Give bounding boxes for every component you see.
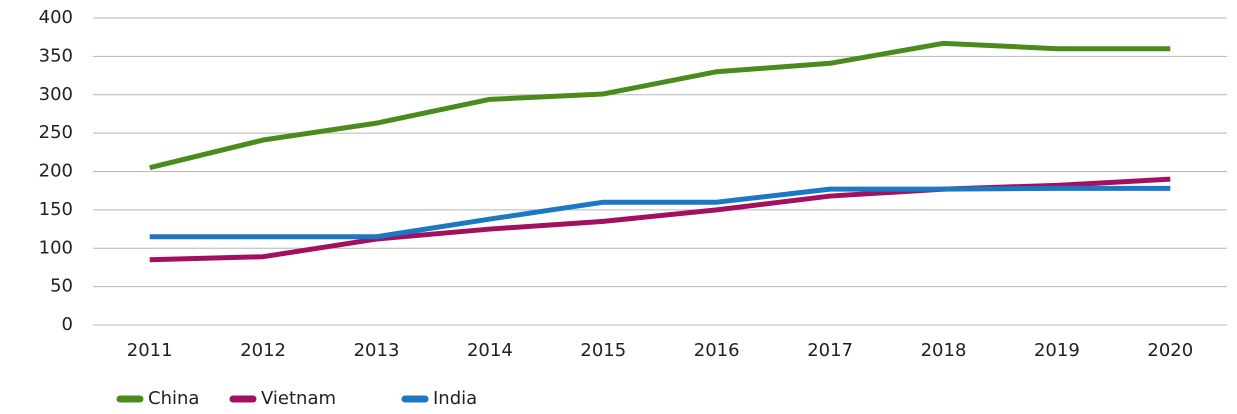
y-tick-label: 0 — [62, 314, 73, 335]
y-tick-label: 200 — [39, 161, 73, 182]
x-tick-label: 2011 — [127, 340, 173, 361]
x-tick-label: 2018 — [921, 340, 967, 361]
y-tick-label: 300 — [39, 84, 73, 105]
x-tick-label: 2013 — [354, 340, 400, 361]
y-tick-label: 50 — [50, 276, 73, 297]
y-tick-label: 400 — [39, 7, 73, 28]
x-tick-label: 2012 — [240, 340, 286, 361]
x-tick-label: 2015 — [580, 340, 626, 361]
legend-label: China — [148, 388, 199, 409]
line-series — [149, 185, 1171, 240]
legend-label: Vietnam — [261, 388, 336, 409]
line-series — [149, 40, 1171, 171]
y-tick-label: 150 — [39, 199, 73, 220]
x-tick-label: 2017 — [807, 340, 853, 361]
x-tick-label: 2014 — [467, 340, 513, 361]
y-tick-label: 350 — [39, 45, 73, 66]
x-tick-label: 2016 — [694, 340, 740, 361]
x-tick-label: 2019 — [1034, 340, 1080, 361]
x-tick-label: 2020 — [1147, 340, 1193, 361]
legend-label: India — [433, 388, 477, 409]
line-series — [149, 176, 1171, 263]
y-tick-label: 250 — [39, 122, 73, 143]
y-tick-label: 100 — [39, 237, 73, 258]
